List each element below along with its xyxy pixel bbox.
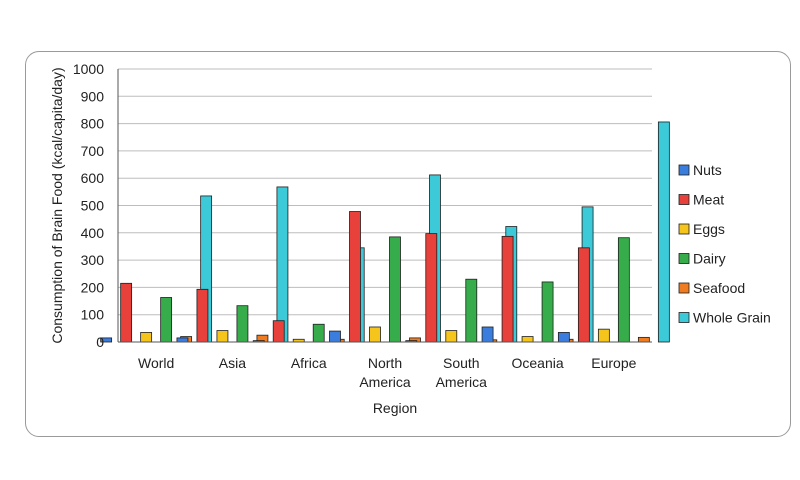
y-tick-label: 0: [96, 334, 104, 350]
y-tick-label: 100: [81, 307, 105, 323]
legend-label: Whole Grain: [693, 310, 771, 326]
bar-eggs: [597, 328, 610, 343]
bar-eggs: [445, 330, 458, 343]
x-tick-label: North America: [359, 355, 411, 390]
bar-eggs: [216, 330, 229, 343]
y-tick-labels: 0 100 200 300 400 500 600 700 800 900 1000: [73, 61, 104, 350]
y-tick-label: 400: [81, 225, 105, 241]
bar-dairy: [236, 305, 249, 343]
bar-nuts: [557, 332, 570, 343]
y-tick-label: 600: [81, 170, 105, 186]
bar-seafood: [637, 336, 650, 343]
legend-swatch: [678, 164, 690, 176]
y-tick-label: 200: [81, 279, 105, 295]
bar-dairy: [617, 237, 630, 343]
x-axis-title: Region: [373, 400, 417, 416]
legend-swatch: [678, 253, 690, 264]
x-tick-label: Europe: [591, 355, 636, 371]
legend: Nuts Meat Eggs Dairy Seafood Whole Grain: [678, 162, 771, 326]
bar-meat: [196, 288, 209, 343]
bar-nuts: [481, 326, 494, 343]
y-tick-label: 900: [81, 88, 105, 104]
bar-nuts: [176, 337, 189, 343]
axes: [117, 69, 652, 343]
bar-meat: [425, 233, 438, 343]
bar-meat: [577, 247, 590, 343]
bar-nuts: [100, 337, 113, 343]
y-tick-label: 1000: [73, 61, 104, 77]
bar-nuts: [329, 330, 341, 343]
legend-label: Dairy: [693, 251, 726, 267]
x-tick-labels: World Asia Africa North America South America O…: [138, 355, 637, 390]
legend-swatch: [678, 282, 690, 294]
x-tick-label: South America: [436, 355, 488, 390]
bar-meat: [501, 235, 514, 343]
bars: [100, 121, 670, 343]
bar-dairy: [389, 236, 401, 343]
legend-swatch: [678, 194, 690, 205]
legend-label: Nuts: [693, 162, 722, 178]
legend-swatch: [678, 312, 690, 323]
x-tick-label: Asia: [219, 355, 246, 371]
legend-swatch: [678, 223, 690, 235]
bar-eggs: [140, 332, 153, 343]
legend-label: Meat: [693, 192, 724, 208]
bar-dairy: [541, 281, 554, 343]
legend-label: Seafood: [693, 280, 745, 296]
x-tick-label: Africa: [291, 355, 327, 371]
bar-dairy: [160, 297, 173, 343]
x-tick-label: World: [138, 355, 174, 371]
x-tick-label: Oceania: [511, 355, 563, 371]
y-axis-title: Consumption of Brain Food (kcal/capita/d…: [49, 67, 65, 343]
y-tick-label: 700: [81, 143, 105, 159]
bar-dairy: [465, 278, 478, 343]
bar-meat: [120, 282, 133, 343]
y-tick-label: 500: [81, 198, 105, 214]
bar-meat: [272, 320, 285, 343]
bar-eggs: [369, 326, 381, 343]
legend-label: Eggs: [693, 221, 725, 237]
bar-whole-grain: [276, 186, 289, 343]
bar-meat: [349, 211, 361, 343]
bar-eggs: [521, 336, 534, 343]
y-tick-label: 800: [81, 116, 105, 132]
y-tick-label: 300: [81, 252, 105, 268]
bar-dairy: [312, 323, 325, 343]
bar-whole-grain: [657, 121, 670, 343]
